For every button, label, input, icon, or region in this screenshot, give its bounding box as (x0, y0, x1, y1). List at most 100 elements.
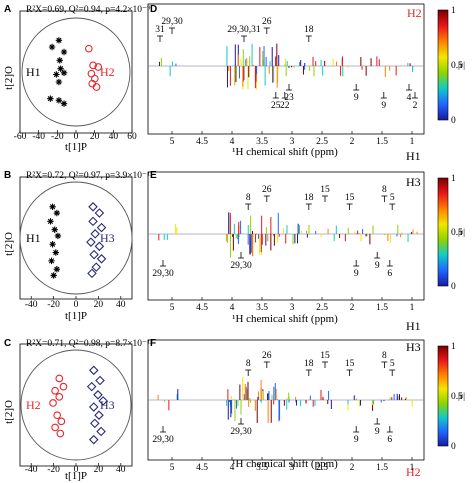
point-h3 (96, 222, 107, 233)
point-h1 (60, 69, 68, 77)
x-tick-label: 2 (350, 137, 355, 147)
group-label-h2: H2 (100, 65, 115, 79)
point-h2 (94, 63, 103, 71)
x-tick-label: 20 (90, 132, 100, 142)
point-h2 (55, 374, 64, 383)
ylabel-c: t[2]O (3, 400, 15, 424)
peak-label: 15 (320, 351, 330, 361)
peak-label: 29,30 (152, 269, 174, 279)
x-tick-label: 4.5 (196, 463, 208, 473)
point-h3 (88, 434, 99, 445)
colorbar-tick-label: 0 (451, 116, 456, 126)
point-h1 (49, 203, 56, 210)
peak-label: 26 (262, 17, 272, 27)
peak-label: 5 (390, 193, 395, 203)
group-label-h1: H1 (26, 65, 41, 79)
peak-label: 4 (407, 93, 412, 103)
point-h1 (52, 249, 59, 256)
group-label-h2: H2 (26, 398, 41, 412)
point-h3 (90, 418, 100, 429)
panel-letter-b: B (4, 170, 11, 181)
scatter-panel-b: B R²X=0.72, Q²=0.97, p=3.9×10⁻¹¹ t[2]O t… (3, 170, 153, 322)
stat-text-a: R²X=0.69, Q²=0.94, p=4.2×10⁻⁹ (26, 5, 151, 15)
point-h1 (55, 37, 63, 44)
peak-label: 18 (304, 25, 314, 35)
peak-label: 9 (375, 427, 380, 437)
ylabel-b: t[2]O (3, 232, 15, 256)
x-tick-label: 5 (170, 137, 175, 147)
peak-label: 9 (354, 435, 359, 445)
point-h1 (47, 95, 54, 102)
point-h2 (59, 382, 68, 391)
point-h2 (92, 83, 101, 91)
point-h1 (57, 65, 64, 72)
x-tick-label: 2 (350, 463, 355, 473)
x-tick-label: 4.5 (196, 137, 208, 147)
x-tick-label: 20 (94, 300, 104, 310)
peak-label: 29,30,31 (227, 25, 261, 35)
xlabel-b: t[1]P (65, 310, 87, 322)
point-h2 (53, 411, 62, 420)
x-tick-label: 0 (74, 300, 79, 310)
colorbar-tick-label: 0 (451, 442, 456, 452)
group-label-h3: H3 (100, 231, 115, 245)
point-h3 (95, 375, 105, 386)
group-label-h3-e: H3 (406, 175, 421, 189)
point-h2 (51, 423, 59, 432)
confidence-ellipse (21, 17, 131, 127)
point-h3 (93, 390, 103, 400)
peak-label: 8 (246, 359, 251, 369)
group-label-h2-f: H2 (406, 465, 421, 479)
point-h3 (88, 216, 98, 227)
colorbar-tick-label: 0.5 (451, 392, 463, 402)
x-tick-label: 3 (290, 303, 295, 313)
point-h1 (49, 241, 56, 248)
x-tick-label: 2 (350, 303, 355, 313)
x-tick-label: 1 (410, 463, 415, 473)
peak-label: 26 (262, 185, 272, 195)
peak-label: 15 (345, 359, 355, 369)
panel-letter-d: D (150, 4, 157, 15)
group-label-h3-f: H3 (406, 340, 421, 354)
point-h3 (91, 262, 101, 272)
colorbar-label: |r| (458, 61, 465, 71)
point-h2 (49, 399, 57, 407)
point-h1 (54, 232, 62, 240)
point-h2 (56, 429, 65, 438)
point-h1 (60, 100, 68, 107)
peak-label: 5 (390, 359, 395, 369)
spectrum-panel-d: D ¹H chemical shift (ppm) H2 H1 5 4.5 4 3.5… (147, 3, 465, 163)
x-tick-label: 4 (230, 137, 235, 147)
x-tick-label: 3.5 (256, 303, 268, 313)
colorbar-label: |r| (458, 392, 465, 402)
x-tick-label: -40 (25, 300, 38, 310)
xlabel-f: ¹H chemical shift (ppm) (232, 458, 338, 470)
point-h1 (48, 43, 56, 51)
x-tick-label: 4 (230, 463, 235, 473)
point-h1 (47, 218, 54, 225)
group-label-h1-e: H1 (406, 319, 421, 333)
peak-label: 22 (280, 101, 290, 111)
x-tick-label: 40 (116, 300, 126, 310)
peak-label: 15 (345, 193, 355, 203)
point-h3 (96, 426, 106, 437)
peak-label: 8 (382, 185, 387, 195)
group-label-h1: H1 (26, 231, 41, 245)
peak-label: 15 (320, 185, 330, 195)
x-tick-label: 1.5 (376, 303, 388, 313)
peak-label: 29,30 (230, 261, 252, 271)
x-tick-label: 3.5 (256, 463, 268, 473)
spectrum-frame (147, 171, 425, 301)
peak-label: 9 (354, 269, 359, 279)
point-h3 (88, 202, 98, 212)
x-tick-label: 1.5 (376, 137, 388, 147)
point-h2 (55, 392, 64, 401)
peak-label: 26 (262, 351, 272, 361)
point-h2 (51, 386, 59, 395)
xlabel-e: ¹H chemical shift (ppm) (232, 313, 338, 325)
peak-label: 29,30 (161, 17, 183, 27)
x-tick-label: 3 (290, 137, 295, 147)
panel-letter-a: A (4, 4, 11, 15)
x-tick-label: 4 (230, 303, 235, 313)
point-h1 (55, 97, 63, 104)
